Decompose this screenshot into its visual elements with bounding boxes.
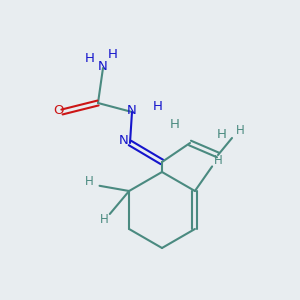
Text: H: H	[99, 214, 108, 226]
Text: H: H	[85, 52, 95, 64]
Text: N: N	[119, 134, 129, 148]
Text: H: H	[236, 124, 244, 136]
Text: H: H	[170, 118, 180, 131]
Text: N: N	[98, 59, 108, 73]
Text: H: H	[85, 175, 94, 188]
Text: H: H	[214, 154, 223, 167]
Text: O: O	[53, 103, 63, 116]
Text: H: H	[153, 100, 163, 112]
Text: H: H	[108, 49, 118, 62]
Text: H: H	[217, 128, 227, 142]
Text: N: N	[127, 103, 137, 116]
